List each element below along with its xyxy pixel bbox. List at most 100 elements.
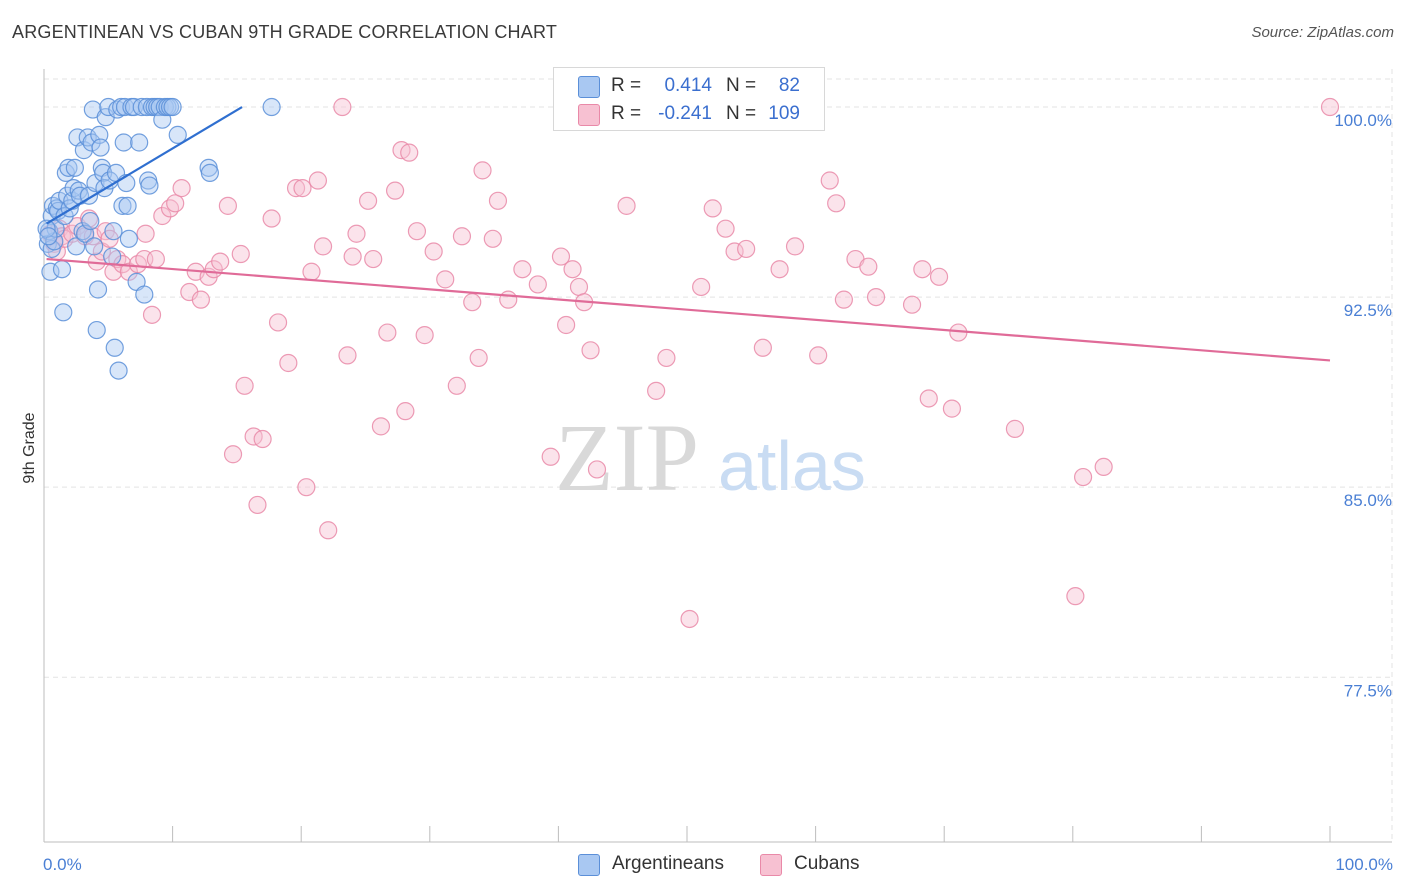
argentineans-point bbox=[140, 176, 159, 195]
argentineans-point bbox=[91, 138, 110, 157]
cubans-point bbox=[166, 194, 185, 213]
x-tick-label-end: 100.0% bbox=[1335, 855, 1393, 874]
cubans-point bbox=[919, 389, 938, 408]
cubans-point bbox=[1066, 587, 1085, 606]
cubans-point bbox=[827, 194, 846, 213]
cubans-point bbox=[343, 247, 362, 266]
cubans-point bbox=[499, 290, 518, 309]
cubans-point bbox=[680, 609, 699, 629]
cubans-point bbox=[293, 179, 312, 198]
cubans-point bbox=[1005, 419, 1025, 438]
argentineans-point bbox=[64, 179, 83, 198]
legend-n-label: N = bbox=[726, 75, 757, 96]
argentineans-point bbox=[109, 361, 128, 380]
cubans-point bbox=[223, 445, 243, 464]
cubans-point bbox=[279, 353, 298, 373]
argentineans-point bbox=[200, 163, 219, 183]
chart-title: ARGENTINEAN VS CUBAN 9TH GRADE CORRELATI… bbox=[12, 22, 558, 42]
argentineans-point bbox=[73, 222, 92, 241]
cubans-point bbox=[942, 399, 962, 418]
argentineans-point bbox=[81, 211, 100, 231]
cubans-point bbox=[308, 171, 328, 190]
cubans-point bbox=[541, 447, 560, 466]
legend-r-label: R = bbox=[611, 75, 642, 96]
cubans-point bbox=[820, 171, 839, 190]
cubans-point bbox=[248, 495, 267, 515]
cubans-point bbox=[253, 429, 272, 449]
cubans-point bbox=[297, 478, 316, 497]
cubans-point bbox=[469, 348, 488, 368]
cubans-point bbox=[770, 260, 789, 279]
cubans-point bbox=[569, 277, 589, 297]
cubans-point bbox=[692, 277, 711, 297]
cubans-point bbox=[716, 219, 735, 238]
legend-row-argentineans: R = 0.414 N = 82 bbox=[554, 72, 824, 100]
argentineans-point bbox=[124, 97, 144, 117]
cubans-point bbox=[218, 196, 237, 215]
argentineans-point bbox=[103, 247, 122, 266]
legend-r-value: 0.414 bbox=[664, 75, 712, 96]
y-tick-label: 77.5% bbox=[1344, 681, 1392, 700]
cubans-point bbox=[859, 257, 878, 276]
axis-layer: 77.5% 85.0% 92.5% 100.0% 0.0% 100.0% bbox=[43, 69, 1393, 874]
argentineans-point bbox=[67, 237, 86, 256]
cubans-point bbox=[211, 252, 230, 271]
cubans-point bbox=[737, 239, 756, 259]
cubans-point bbox=[262, 209, 281, 228]
cubans-point bbox=[415, 326, 434, 345]
cubans-point bbox=[313, 237, 333, 256]
legend-swatch-blue bbox=[578, 76, 600, 98]
argentineans-point bbox=[105, 338, 124, 357]
cubans-point bbox=[385, 181, 405, 200]
argentineans-point bbox=[88, 280, 108, 299]
cubans-point bbox=[473, 161, 492, 180]
argentineans-point bbox=[262, 97, 281, 117]
cubans-point bbox=[436, 270, 455, 289]
argentineans-trend-line bbox=[46, 106, 243, 225]
cubans-point bbox=[371, 417, 391, 436]
series-label: Argentineans bbox=[612, 853, 724, 874]
cubans-point bbox=[136, 224, 155, 243]
argentineans-point bbox=[59, 158, 78, 177]
cubans-point bbox=[866, 287, 886, 307]
argentineans-point bbox=[114, 133, 133, 152]
cubans-point bbox=[809, 346, 828, 365]
argentineans-point bbox=[86, 173, 105, 193]
cubans-point bbox=[902, 295, 922, 314]
legend-r-value: -0.241 bbox=[658, 103, 712, 124]
cubans-point bbox=[286, 179, 306, 198]
series-legend: Argentineans Cubans bbox=[0, 852, 1406, 878]
argentineans-point bbox=[137, 97, 156, 117]
argentineans-point bbox=[85, 237, 104, 256]
argentineans-point bbox=[52, 260, 72, 279]
cubans-point bbox=[452, 227, 472, 246]
cubans-point bbox=[463, 293, 482, 312]
cubans-point bbox=[617, 196, 636, 215]
argentineans-point bbox=[130, 133, 149, 152]
cubans-point bbox=[268, 313, 288, 332]
legend-n-value: 109 bbox=[768, 103, 800, 124]
y-tick-label: 92.5% bbox=[1344, 301, 1392, 320]
legend-row-cubans: R = -0.241 N = 109 bbox=[554, 100, 824, 128]
argentineans-point bbox=[94, 163, 113, 183]
x-tick-label-start: 0.0% bbox=[43, 855, 82, 874]
points-layer bbox=[37, 97, 1340, 629]
argentineans-point bbox=[112, 97, 131, 117]
argentineans-point bbox=[54, 303, 73, 322]
cubans-point bbox=[1094, 457, 1113, 477]
argentineans-point bbox=[104, 222, 123, 241]
legend-n-label: N = bbox=[726, 103, 757, 124]
cubans-point bbox=[364, 249, 383, 269]
cubans-point bbox=[424, 242, 443, 261]
cubans-point bbox=[1320, 97, 1340, 117]
cubans-point bbox=[153, 206, 172, 226]
argentineans-point bbox=[65, 158, 84, 177]
cubans-point bbox=[338, 346, 357, 365]
cubans-point bbox=[785, 237, 805, 256]
cubans-point bbox=[396, 402, 415, 421]
cubans-point bbox=[488, 191, 508, 210]
cubans-point bbox=[513, 260, 532, 279]
cubans-point bbox=[563, 260, 582, 279]
cubans-point bbox=[142, 305, 162, 324]
cubans-point bbox=[929, 267, 949, 286]
